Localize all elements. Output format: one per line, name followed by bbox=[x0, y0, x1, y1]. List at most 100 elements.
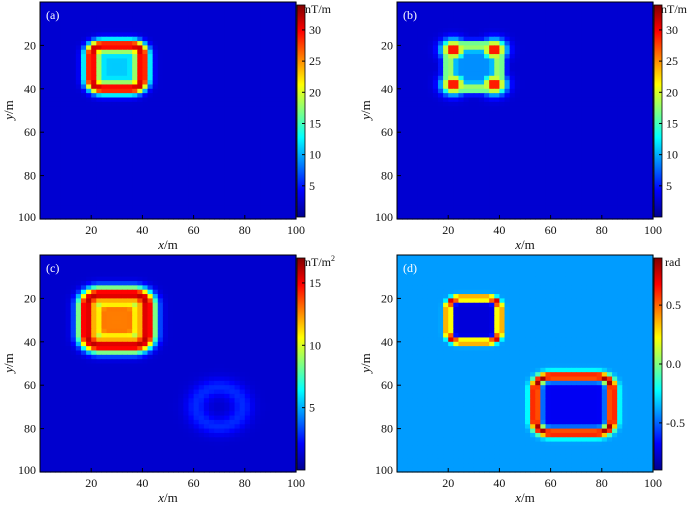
heatmap-cell bbox=[214, 137, 220, 142]
heatmap-cell bbox=[428, 189, 434, 194]
heatmap-cell bbox=[204, 63, 210, 68]
heatmap-cell bbox=[142, 106, 148, 111]
heatmap-cell bbox=[438, 171, 444, 176]
heatmap-cell bbox=[81, 137, 87, 142]
heatmap-cell bbox=[627, 189, 633, 194]
heatmap-cell bbox=[638, 119, 644, 124]
heatmap-cell bbox=[60, 111, 66, 116]
heatmap-cell bbox=[178, 193, 184, 198]
heatmap-cell bbox=[117, 6, 123, 11]
heatmap-cell bbox=[260, 6, 266, 11]
heatmap-cell bbox=[633, 115, 639, 120]
heatmap-cell bbox=[183, 145, 189, 150]
heatmap-cell bbox=[214, 145, 220, 150]
heatmap-cell bbox=[270, 163, 276, 168]
heatmap-cell bbox=[260, 202, 266, 207]
heatmap-cell bbox=[556, 111, 562, 116]
heatmap-cell bbox=[199, 37, 205, 42]
heatmap-cell bbox=[571, 128, 577, 133]
heatmap-cell bbox=[91, 193, 97, 198]
heatmap-cell bbox=[494, 67, 500, 72]
heatmap-cell bbox=[158, 141, 164, 146]
heatmap-cell bbox=[551, 197, 557, 202]
heatmap-cell bbox=[458, 193, 464, 198]
heatmap-cell bbox=[443, 93, 449, 98]
heatmap-cell bbox=[597, 24, 603, 29]
heatmap-cell bbox=[60, 28, 66, 33]
heatmap-cell bbox=[602, 145, 608, 150]
heatmap-cell bbox=[40, 28, 46, 33]
heatmap-cell bbox=[81, 180, 87, 185]
heatmap-cell bbox=[281, 210, 287, 215]
heatmap-cell bbox=[250, 163, 256, 168]
heatmap-cell bbox=[520, 132, 526, 137]
heatmap-cell bbox=[607, 24, 613, 29]
heatmap-cell bbox=[643, 15, 649, 20]
heatmap-cell bbox=[597, 141, 603, 146]
heatmap-cell bbox=[402, 145, 408, 150]
heatmap-cell bbox=[510, 2, 516, 7]
heatmap-cell bbox=[76, 32, 82, 37]
heatmap-cell bbox=[520, 58, 526, 63]
heatmap-cell bbox=[60, 145, 66, 150]
heatmap-cell bbox=[281, 11, 287, 16]
heatmap-cell bbox=[494, 89, 500, 94]
heatmap-cell bbox=[91, 137, 97, 142]
heatmap-cell bbox=[551, 141, 557, 146]
heatmap-cell bbox=[561, 145, 567, 150]
heatmap-cell bbox=[219, 167, 225, 172]
heatmap-cell bbox=[199, 197, 205, 202]
heatmap-cell bbox=[638, 11, 644, 16]
heatmap-cell bbox=[96, 58, 102, 63]
heatmap-cell bbox=[515, 171, 521, 176]
heatmap-cell bbox=[520, 193, 526, 198]
heatmap-cell bbox=[127, 76, 133, 81]
heatmap-cell bbox=[137, 84, 143, 89]
heatmap-cell bbox=[122, 97, 128, 102]
heatmap-cell bbox=[407, 184, 413, 189]
heatmap-cell bbox=[479, 67, 485, 72]
heatmap-cell bbox=[194, 19, 200, 24]
heatmap-cell bbox=[158, 106, 164, 111]
heatmap-cell bbox=[224, 197, 230, 202]
heatmap-cell bbox=[633, 41, 639, 46]
heatmap-cell bbox=[433, 37, 439, 42]
heatmap-cell bbox=[142, 206, 148, 211]
heatmap-cell bbox=[561, 89, 567, 94]
heatmap-cell bbox=[107, 145, 113, 150]
heatmap-cell bbox=[638, 124, 644, 129]
heatmap-cell bbox=[214, 32, 220, 37]
heatmap-cell bbox=[633, 137, 639, 142]
heatmap-cell bbox=[66, 124, 72, 129]
heatmap-cell bbox=[214, 119, 220, 124]
heatmap-cell bbox=[270, 11, 276, 16]
heatmap-cell bbox=[479, 41, 485, 46]
heatmap-cell bbox=[132, 58, 138, 63]
heatmap-cell bbox=[602, 150, 608, 155]
heatmap-cell bbox=[265, 163, 271, 168]
heatmap-cell bbox=[117, 89, 123, 94]
heatmap-cell bbox=[612, 37, 618, 42]
heatmap-cell bbox=[474, 158, 480, 163]
heatmap-cell bbox=[96, 71, 102, 76]
heatmap-cell bbox=[417, 76, 423, 81]
heatmap-cell bbox=[163, 6, 169, 11]
heatmap-cell bbox=[250, 63, 256, 68]
heatmap-cell bbox=[91, 106, 97, 111]
heatmap-cell bbox=[86, 11, 92, 16]
heatmap-cell bbox=[235, 180, 241, 185]
heatmap-cell bbox=[132, 80, 138, 85]
heatmap-cell bbox=[453, 154, 459, 159]
heatmap-cell bbox=[586, 15, 592, 20]
heatmap-cell bbox=[132, 28, 138, 33]
heatmap-cell bbox=[122, 63, 128, 68]
heatmap-cell bbox=[566, 11, 572, 16]
heatmap-cell bbox=[122, 119, 128, 124]
heatmap-cell bbox=[627, 37, 633, 42]
heatmap-cell bbox=[469, 180, 475, 185]
heatmap-cell bbox=[545, 106, 551, 111]
heatmap-cell bbox=[612, 111, 618, 116]
heatmap-cell bbox=[250, 154, 256, 159]
heatmap-cell bbox=[66, 32, 72, 37]
heatmap-cell bbox=[561, 128, 567, 133]
